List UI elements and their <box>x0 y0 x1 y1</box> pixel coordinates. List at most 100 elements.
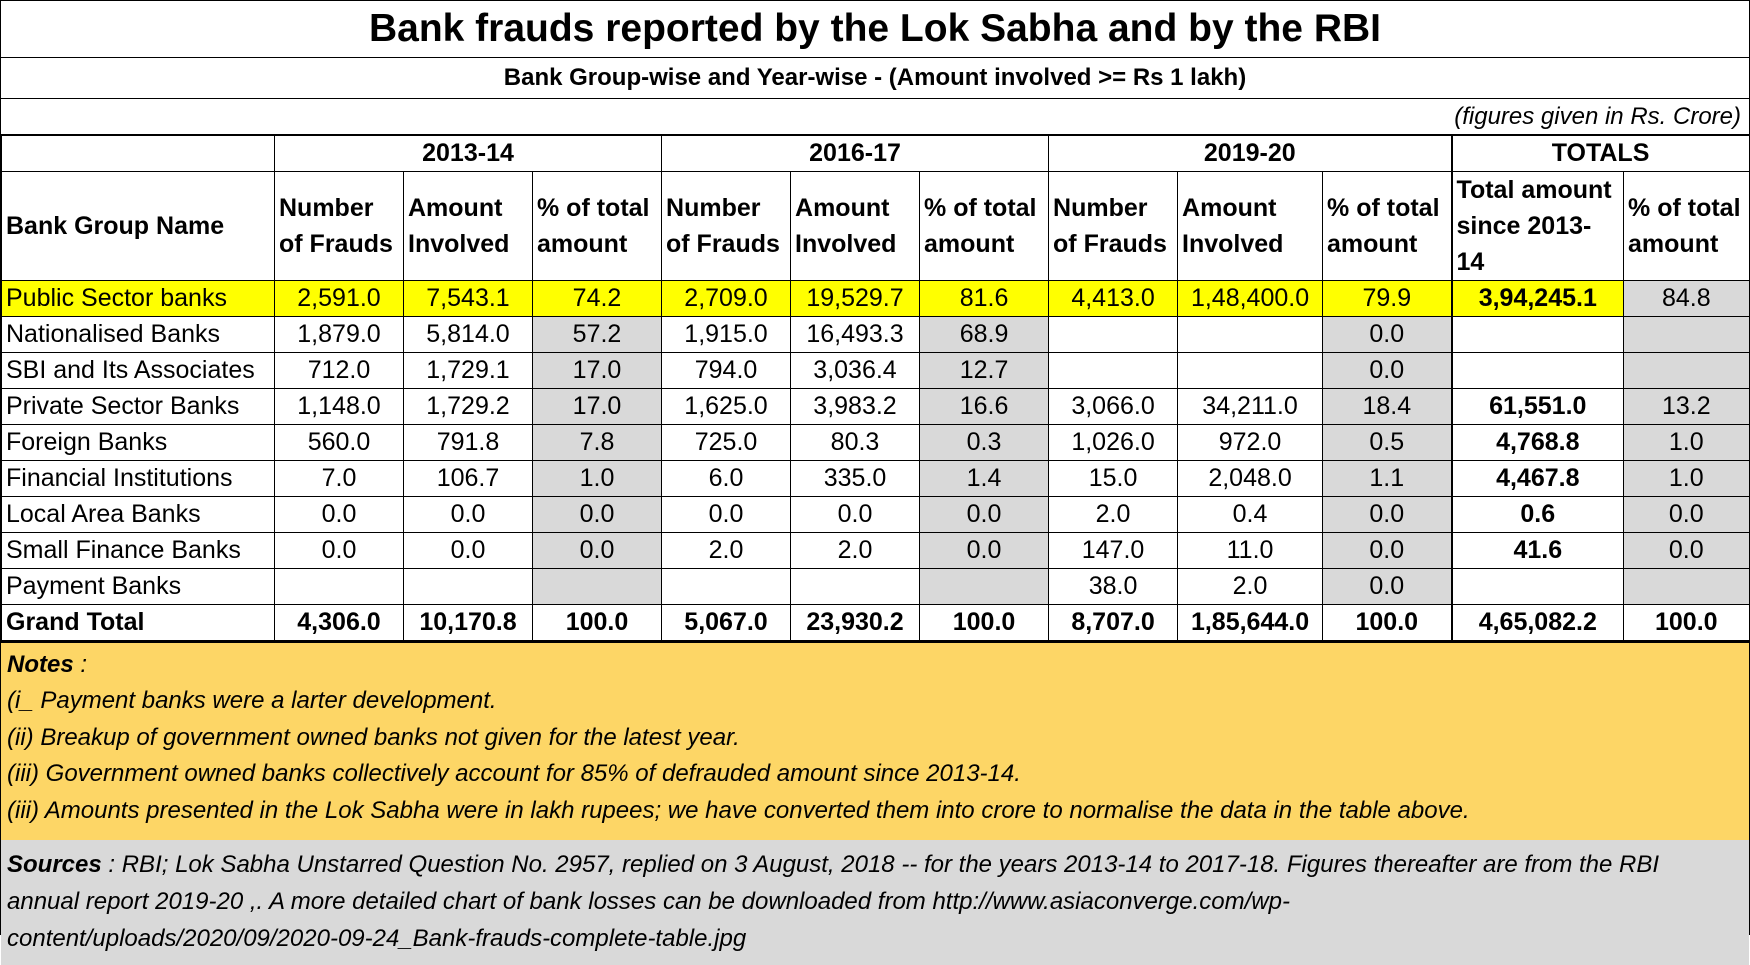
table-cell: 2,709.0 <box>661 280 792 317</box>
table-cell: 79.9 <box>1322 280 1453 317</box>
table-cell: 1,915.0 <box>661 316 792 353</box>
bank-group-header: Bank Group Name <box>1 171 275 281</box>
table-row: Foreign Banks 560.0 791.8 7.8 725.0 80.3 0.3 1,… <box>1 424 1750 461</box>
table-row: Financial Institutions 7.0 106.7 1.0 6.0 335.… <box>1 460 1750 497</box>
column-header: Amount Involved <box>790 171 921 281</box>
table-cell: 0.4 <box>1177 496 1324 533</box>
table-cell: 0.0 <box>274 496 404 533</box>
bank-group-name: Financial Institutions <box>1 460 275 497</box>
table-cell: 80.3 <box>790 424 921 461</box>
table-cell <box>1177 316 1324 353</box>
table-cell: 8,707.0 <box>1048 604 1179 642</box>
table-cell: 61,551.0 <box>1450 388 1625 425</box>
table-cell: 0.5 <box>1322 424 1453 461</box>
table-cell: 5,814.0 <box>403 316 533 353</box>
note-item: (i_ Payment banks were a larter developm… <box>7 687 497 714</box>
table-row: Public Sector banks 2,591.0 7,543.1 74.2 2,7… <box>1 280 1750 317</box>
table-cell <box>403 568 533 605</box>
table-cell: 1,85,644.0 <box>1177 604 1324 642</box>
year-header: 2019-20 <box>1048 135 1453 172</box>
table-cell <box>1623 352 1750 389</box>
table-cell <box>790 568 921 605</box>
table-cell <box>1623 568 1750 605</box>
table-cell: 57.2 <box>531 316 663 353</box>
table-cell: 3,066.0 <box>1048 388 1179 425</box>
year-header-row: 2013-14 2016-17 2019-20 TOTALS <box>1 135 1750 172</box>
table-cell: 0.0 <box>274 532 404 569</box>
table-cell: 106.7 <box>403 460 533 497</box>
table-cell: 4,768.8 <box>1450 424 1625 461</box>
table-cell: 335.0 <box>790 460 921 497</box>
bank-group-name: Payment Banks <box>1 568 275 605</box>
column-header: % of total amount <box>1623 171 1750 281</box>
table-cell: 38.0 <box>1048 568 1179 605</box>
notes-label-suffix: : <box>73 650 88 678</box>
table-cell: 100.0 <box>1322 604 1453 642</box>
page-title: Bank frauds reported by the Lok Sabha an… <box>1 1 1749 58</box>
notes-label: Notes <box>7 650 74 678</box>
table-cell: 68.9 <box>919 316 1050 353</box>
table-cell: 18.4 <box>1322 388 1453 425</box>
fraud-table: 2013-14 2016-17 2019-20 TOTALS Bank Grou… <box>1 135 1750 642</box>
table-cell <box>919 568 1050 605</box>
table-cell: 1.0 <box>1623 424 1750 461</box>
table-cell <box>1450 568 1625 605</box>
table-cell: 2.0 <box>661 532 792 569</box>
table-cell: 17.0 <box>531 388 663 425</box>
table-cell <box>1450 352 1625 389</box>
table-cell: 0.0 <box>1322 352 1453 389</box>
bank-group-name: Nationalised Banks <box>1 316 275 353</box>
table-cell: 0.0 <box>1322 568 1453 605</box>
table-cell: 1.4 <box>919 460 1050 497</box>
table-cell: 3,94,245.1 <box>1450 280 1625 317</box>
table-cell: 0.0 <box>1623 532 1750 569</box>
table-cell: 1.1 <box>1322 460 1453 497</box>
notes-section: Notes : (i_ Payment banks were a larter … <box>1 641 1749 840</box>
table-cell: 147.0 <box>1048 532 1179 569</box>
sources-label: Sources <box>7 850 102 878</box>
table-cell: 15.0 <box>1048 460 1179 497</box>
table-cell: 6.0 <box>661 460 792 497</box>
table-cell <box>661 568 792 605</box>
table-cell <box>1048 352 1179 389</box>
table-cell <box>1623 316 1750 353</box>
table-body: Public Sector banks 2,591.0 7,543.1 74.2 2,7… <box>1 280 1750 642</box>
note-item: (iii) Amounts presented in the Lok Sabha… <box>7 796 1470 824</box>
table-cell: 7,543.1 <box>403 280 533 317</box>
totals-header: TOTALS <box>1450 135 1750 172</box>
column-header: % of total amount <box>919 171 1050 281</box>
table-cell: 10,170.8 <box>403 604 533 642</box>
table-cell: 2.0 <box>790 532 921 569</box>
table-cell: 0.6 <box>1450 496 1625 533</box>
column-header: Number of Frauds <box>661 171 792 281</box>
table-cell: 0.0 <box>919 496 1050 533</box>
table-cell: 7.8 <box>531 424 663 461</box>
table-cell: 725.0 <box>661 424 792 461</box>
table-cell: 17.0 <box>531 352 663 389</box>
table-cell: 0.0 <box>1623 496 1750 533</box>
bank-group-name: Public Sector banks <box>1 280 275 317</box>
bank-group-name: Local Area Banks <box>1 496 275 533</box>
table-cell: 0.0 <box>403 532 533 569</box>
bank-group-name: Small Finance Banks <box>1 532 275 569</box>
table-cell: 16,493.3 <box>790 316 921 353</box>
unit-note: (figures given in Rs. Crore) <box>1 99 1749 135</box>
table-cell: 1,625.0 <box>661 388 792 425</box>
column-header: Number of Frauds <box>274 171 404 281</box>
table-cell: 972.0 <box>1177 424 1324 461</box>
table-cell <box>1450 316 1625 353</box>
table-row: Small Finance Banks 0.0 0.0 0.0 2.0 2.0 0.0 147… <box>1 532 1750 569</box>
table-cell: 4,65,082.2 <box>1450 604 1625 642</box>
table-cell: 7.0 <box>274 460 404 497</box>
page-subtitle: Bank Group-wise and Year-wise - (Amount … <box>1 58 1749 99</box>
table-cell: 2.0 <box>1177 568 1324 605</box>
table-cell: 0.0 <box>531 532 663 569</box>
table-cell: 1.0 <box>531 460 663 497</box>
table-cell: 3,036.4 <box>790 352 921 389</box>
column-header: Number of Frauds <box>1048 171 1179 281</box>
table-cell: 2,048.0 <box>1177 460 1324 497</box>
table-cell <box>1177 352 1324 389</box>
table-cell: 0.0 <box>790 496 921 533</box>
notes-heading: Notes : <box>7 647 1743 684</box>
